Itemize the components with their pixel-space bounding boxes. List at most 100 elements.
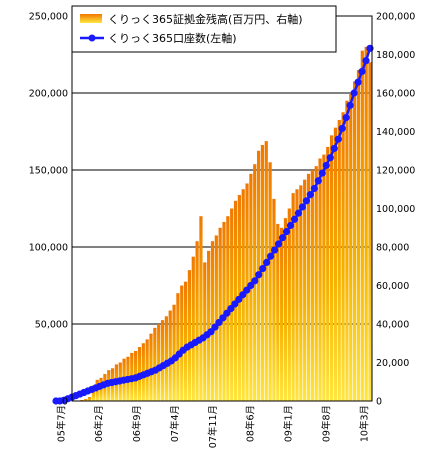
bar xyxy=(291,193,295,401)
bar xyxy=(337,119,341,401)
bar xyxy=(287,208,291,401)
bar xyxy=(149,333,153,401)
line-point xyxy=(362,57,370,65)
bar xyxy=(187,270,192,401)
right-tick-label: 140,000 xyxy=(376,127,415,138)
bar xyxy=(207,250,211,401)
bar xyxy=(329,135,334,401)
bar xyxy=(303,179,307,401)
line-point xyxy=(350,89,358,97)
bar xyxy=(276,223,280,401)
left-tick-label: 50,000 xyxy=(35,320,68,331)
legend-label-line: くりっく365口座数(左軸) xyxy=(108,31,237,45)
bar xyxy=(172,304,176,401)
bar xyxy=(299,185,303,401)
left-tick-label: 150,000 xyxy=(29,166,68,177)
bar xyxy=(353,81,357,401)
left-tick-label: 0 xyxy=(62,397,68,408)
x-tick-label: 09年1月 xyxy=(283,405,295,442)
line-point xyxy=(342,114,350,122)
line-point xyxy=(306,191,314,199)
legend: くりっく365証拠金残高(百万円、右軸) くりっく365口座数(左軸) xyxy=(71,5,337,53)
line-point xyxy=(259,264,267,273)
bar xyxy=(295,189,299,401)
x-tick-label: 06年9月 xyxy=(131,405,143,442)
bar xyxy=(341,112,345,401)
right-tick-label: 200,000 xyxy=(376,12,415,23)
x-tick-label: 07年4月 xyxy=(169,405,181,442)
right-tick-label: 80,000 xyxy=(376,243,409,254)
bar xyxy=(176,293,180,401)
x-tick-label: 10年3月 xyxy=(358,405,370,442)
bar xyxy=(218,227,222,401)
bar xyxy=(322,154,326,401)
bar xyxy=(84,399,88,401)
x-tick-label: 05年7月 xyxy=(55,405,67,442)
line-point xyxy=(282,228,291,236)
bar xyxy=(306,173,311,401)
bar xyxy=(349,93,353,401)
left-tick-label: 100,000 xyxy=(29,243,68,254)
line-point xyxy=(294,209,303,217)
bar xyxy=(168,310,172,401)
bar xyxy=(314,166,318,401)
bar xyxy=(191,256,195,401)
right-tick-label: 40,000 xyxy=(376,320,409,331)
bar xyxy=(345,100,349,401)
line-point xyxy=(286,221,295,230)
bar xyxy=(264,141,268,401)
line-point xyxy=(298,203,307,211)
right-tick-label: 20,000 xyxy=(376,358,409,369)
line-point xyxy=(322,161,330,169)
left-tick-label: 200,000 xyxy=(29,89,68,100)
line-point xyxy=(366,44,374,52)
bar xyxy=(318,158,322,401)
line-point xyxy=(358,67,366,76)
x-axis-ticks: 05年7月 06年2月 06年9月 07年4月 07年11月 08年6月 09年1月 09年8… xyxy=(55,405,370,448)
left-tick-label: 250,000 xyxy=(29,12,68,23)
line-point xyxy=(274,240,283,248)
line-point xyxy=(354,78,362,86)
line-series xyxy=(52,44,374,405)
bar xyxy=(203,262,207,401)
bar xyxy=(157,324,161,401)
bar xyxy=(87,397,92,401)
bar xyxy=(360,50,364,402)
x-tick-label: 08年6月 xyxy=(245,405,257,442)
right-tick-label: 100,000 xyxy=(376,204,415,215)
line-point xyxy=(314,177,322,185)
bar xyxy=(310,170,314,401)
x-tick-label: 07年11月 xyxy=(207,405,219,448)
x-tick-label: 06年2月 xyxy=(93,405,105,442)
bar xyxy=(164,316,168,401)
bar xyxy=(268,162,272,401)
x-tick-label: 09年8月 xyxy=(320,405,332,442)
line-point xyxy=(318,169,326,177)
bar xyxy=(195,241,199,401)
right-tick-label: 0 xyxy=(376,397,382,408)
bar xyxy=(214,235,218,401)
bar xyxy=(91,385,95,401)
line-point xyxy=(338,124,346,133)
bar xyxy=(199,216,203,401)
bar xyxy=(180,285,184,401)
right-tick-label: 180,000 xyxy=(376,50,415,61)
right-tick-label: 60,000 xyxy=(376,281,409,292)
line-point xyxy=(267,252,275,260)
line-point xyxy=(251,277,259,285)
bar xyxy=(333,127,338,402)
bar xyxy=(368,62,372,401)
bar xyxy=(153,327,157,401)
line-point xyxy=(310,184,318,193)
line-point xyxy=(290,215,299,223)
line-point xyxy=(271,246,279,254)
bar xyxy=(260,144,265,401)
legend-swatch-bar xyxy=(80,14,102,23)
bar xyxy=(160,320,165,401)
right-axis-ticks: 0 20,000 40,000 60,000 80,000 100,000 120,000 1… xyxy=(376,12,415,408)
bar xyxy=(364,46,368,402)
line-point xyxy=(263,258,271,266)
bar xyxy=(280,227,284,401)
right-tick-label: 160,000 xyxy=(376,89,415,100)
